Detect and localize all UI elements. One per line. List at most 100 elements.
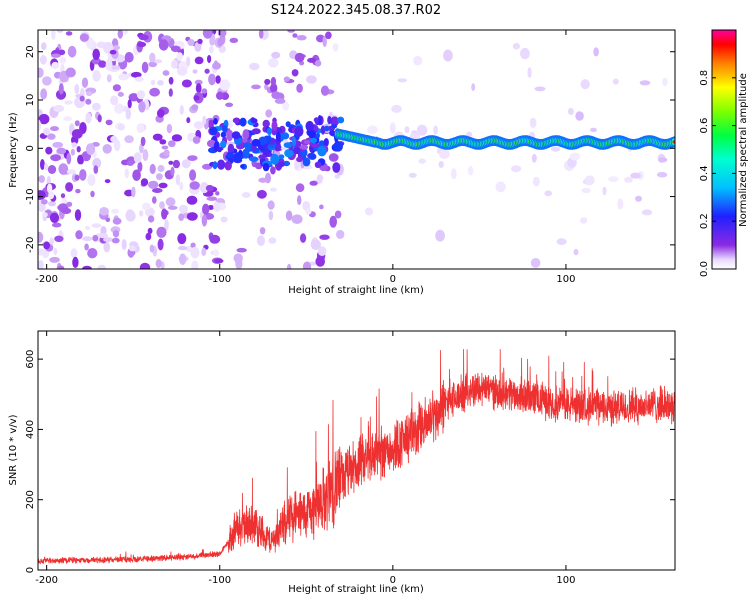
y-tick-label: -20 bbox=[25, 237, 36, 253]
spectrogram-cell bbox=[112, 84, 121, 92]
spectrogram-cell bbox=[98, 60, 107, 68]
spectrogram-cell bbox=[202, 30, 213, 39]
spectrogram-cell bbox=[467, 165, 474, 176]
spectrogram-cell bbox=[47, 133, 56, 140]
spectrogram-cell bbox=[49, 237, 55, 246]
spectrogram-cell bbox=[267, 200, 275, 210]
spectrogram-cell bbox=[92, 102, 101, 111]
spectrogram-cell bbox=[51, 61, 60, 70]
spectrogram-cell bbox=[124, 135, 134, 144]
spectrogram-cell bbox=[166, 123, 173, 134]
spectrogram-cell bbox=[58, 163, 69, 175]
spectrogram-cell bbox=[38, 202, 46, 212]
colorbar-label: Normalized spectral amplitude bbox=[738, 73, 749, 227]
spectrogram-cell bbox=[100, 226, 107, 236]
spectrogram-cell bbox=[299, 144, 309, 150]
spectrogram-cell bbox=[433, 125, 438, 135]
spectrogram-cell bbox=[602, 186, 607, 196]
spectrogram-cell bbox=[656, 171, 668, 178]
spectrogram-cell bbox=[51, 30, 56, 40]
spectrogram-cell bbox=[195, 83, 202, 94]
spectrogram-cell bbox=[438, 149, 450, 160]
spectrogram-cell bbox=[186, 212, 198, 221]
x-tick-label: 100 bbox=[556, 274, 575, 285]
spectrogram-cell bbox=[217, 159, 226, 170]
x-tick-label: -200 bbox=[35, 274, 58, 285]
spectrogram-cell bbox=[85, 225, 90, 231]
spectrogram-cell bbox=[264, 147, 270, 156]
spectrogram-cell bbox=[662, 77, 668, 87]
spectrogram-cell bbox=[123, 30, 128, 35]
spectrogram-cell bbox=[531, 153, 537, 163]
spectrogram-cell bbox=[140, 136, 146, 147]
spectrogram-cell bbox=[229, 37, 239, 44]
spectrogram-cell bbox=[397, 78, 408, 83]
spectrogram-cell bbox=[337, 116, 345, 124]
spectrogram-cell bbox=[179, 105, 184, 115]
spectrogram-cell bbox=[177, 233, 187, 245]
spectrogram-cell bbox=[170, 166, 175, 176]
spectrogram-cell bbox=[66, 169, 76, 175]
spectrogram-cell bbox=[271, 120, 278, 131]
spectrogram-cell bbox=[159, 139, 167, 145]
snr-ylabel: SNR (10 * v/v) bbox=[8, 414, 19, 485]
spectrogram-cell bbox=[171, 134, 183, 142]
spectrogram-cell bbox=[327, 116, 332, 125]
spectrogram-cell bbox=[234, 139, 242, 145]
spectrogram-cell bbox=[97, 264, 107, 269]
spectrogram-cell bbox=[170, 45, 181, 52]
spectrogram-cell bbox=[164, 219, 169, 232]
chart-title: S124.2022.345.08.37.R02 bbox=[271, 3, 441, 18]
colorbar-tick-label: 0.0 bbox=[699, 261, 710, 277]
snr-frame bbox=[37, 330, 676, 571]
spectrogram-cell bbox=[58, 83, 64, 95]
spectrogram-cell bbox=[285, 210, 293, 221]
spectrogram-cell bbox=[79, 95, 85, 102]
spectrogram-cell bbox=[75, 230, 83, 240]
spectrogram-cell bbox=[177, 245, 188, 251]
spectrogram-cell bbox=[79, 169, 87, 181]
spectrogram-cell bbox=[471, 83, 476, 91]
spectrogram-cell bbox=[608, 176, 619, 183]
spectrogram-cell bbox=[270, 166, 276, 175]
spectrogram-cell bbox=[153, 59, 163, 64]
spectrogram-cell bbox=[192, 69, 198, 74]
spectrogram-cell bbox=[50, 154, 61, 162]
spectrogram-cell bbox=[209, 45, 214, 54]
spectrogram-cell bbox=[49, 256, 60, 263]
spectrogram-cell bbox=[187, 39, 195, 46]
spectrogram-cell bbox=[85, 143, 96, 156]
spectrogram-cell bbox=[41, 42, 47, 51]
spectrogram-cell bbox=[236, 247, 247, 253]
spectrogram-cell bbox=[124, 168, 129, 179]
colorbar-tick-label: 0.4 bbox=[699, 165, 710, 181]
spectrogram-cell bbox=[202, 203, 210, 215]
spectrogram-cell bbox=[110, 65, 121, 70]
spectrogram-cell bbox=[332, 162, 341, 173]
spectrogram-cell bbox=[161, 145, 169, 150]
spectrogram-cell bbox=[51, 53, 61, 58]
spectrogram-cell bbox=[296, 35, 307, 41]
spectrogram-cell bbox=[227, 143, 235, 155]
spectrogram-cell bbox=[66, 201, 73, 207]
spectrogram-cell bbox=[66, 152, 72, 165]
spectrogram-cell bbox=[42, 212, 48, 218]
spectrogram-cell bbox=[239, 117, 247, 127]
spectrogram-cell bbox=[187, 155, 198, 162]
spectrogram-cell bbox=[72, 256, 79, 268]
x-tick-label: 100 bbox=[556, 575, 575, 586]
spectrogram-cell bbox=[149, 163, 156, 175]
spectrogram-cell bbox=[140, 178, 149, 187]
spectrogram-cell bbox=[204, 68, 210, 74]
spectrogram-cell bbox=[54, 235, 64, 242]
spectrogram-cell bbox=[320, 85, 330, 96]
spectrogram-cell bbox=[277, 161, 286, 168]
spectrogram-cell bbox=[38, 119, 42, 132]
spectrogram-cell bbox=[87, 174, 96, 186]
spectrogram-cell bbox=[274, 98, 286, 104]
spectrogram-cell bbox=[242, 129, 250, 140]
spectrogram-cell bbox=[193, 121, 204, 130]
spectrogram-cell bbox=[334, 174, 341, 179]
spectrogram-cell bbox=[63, 116, 72, 121]
